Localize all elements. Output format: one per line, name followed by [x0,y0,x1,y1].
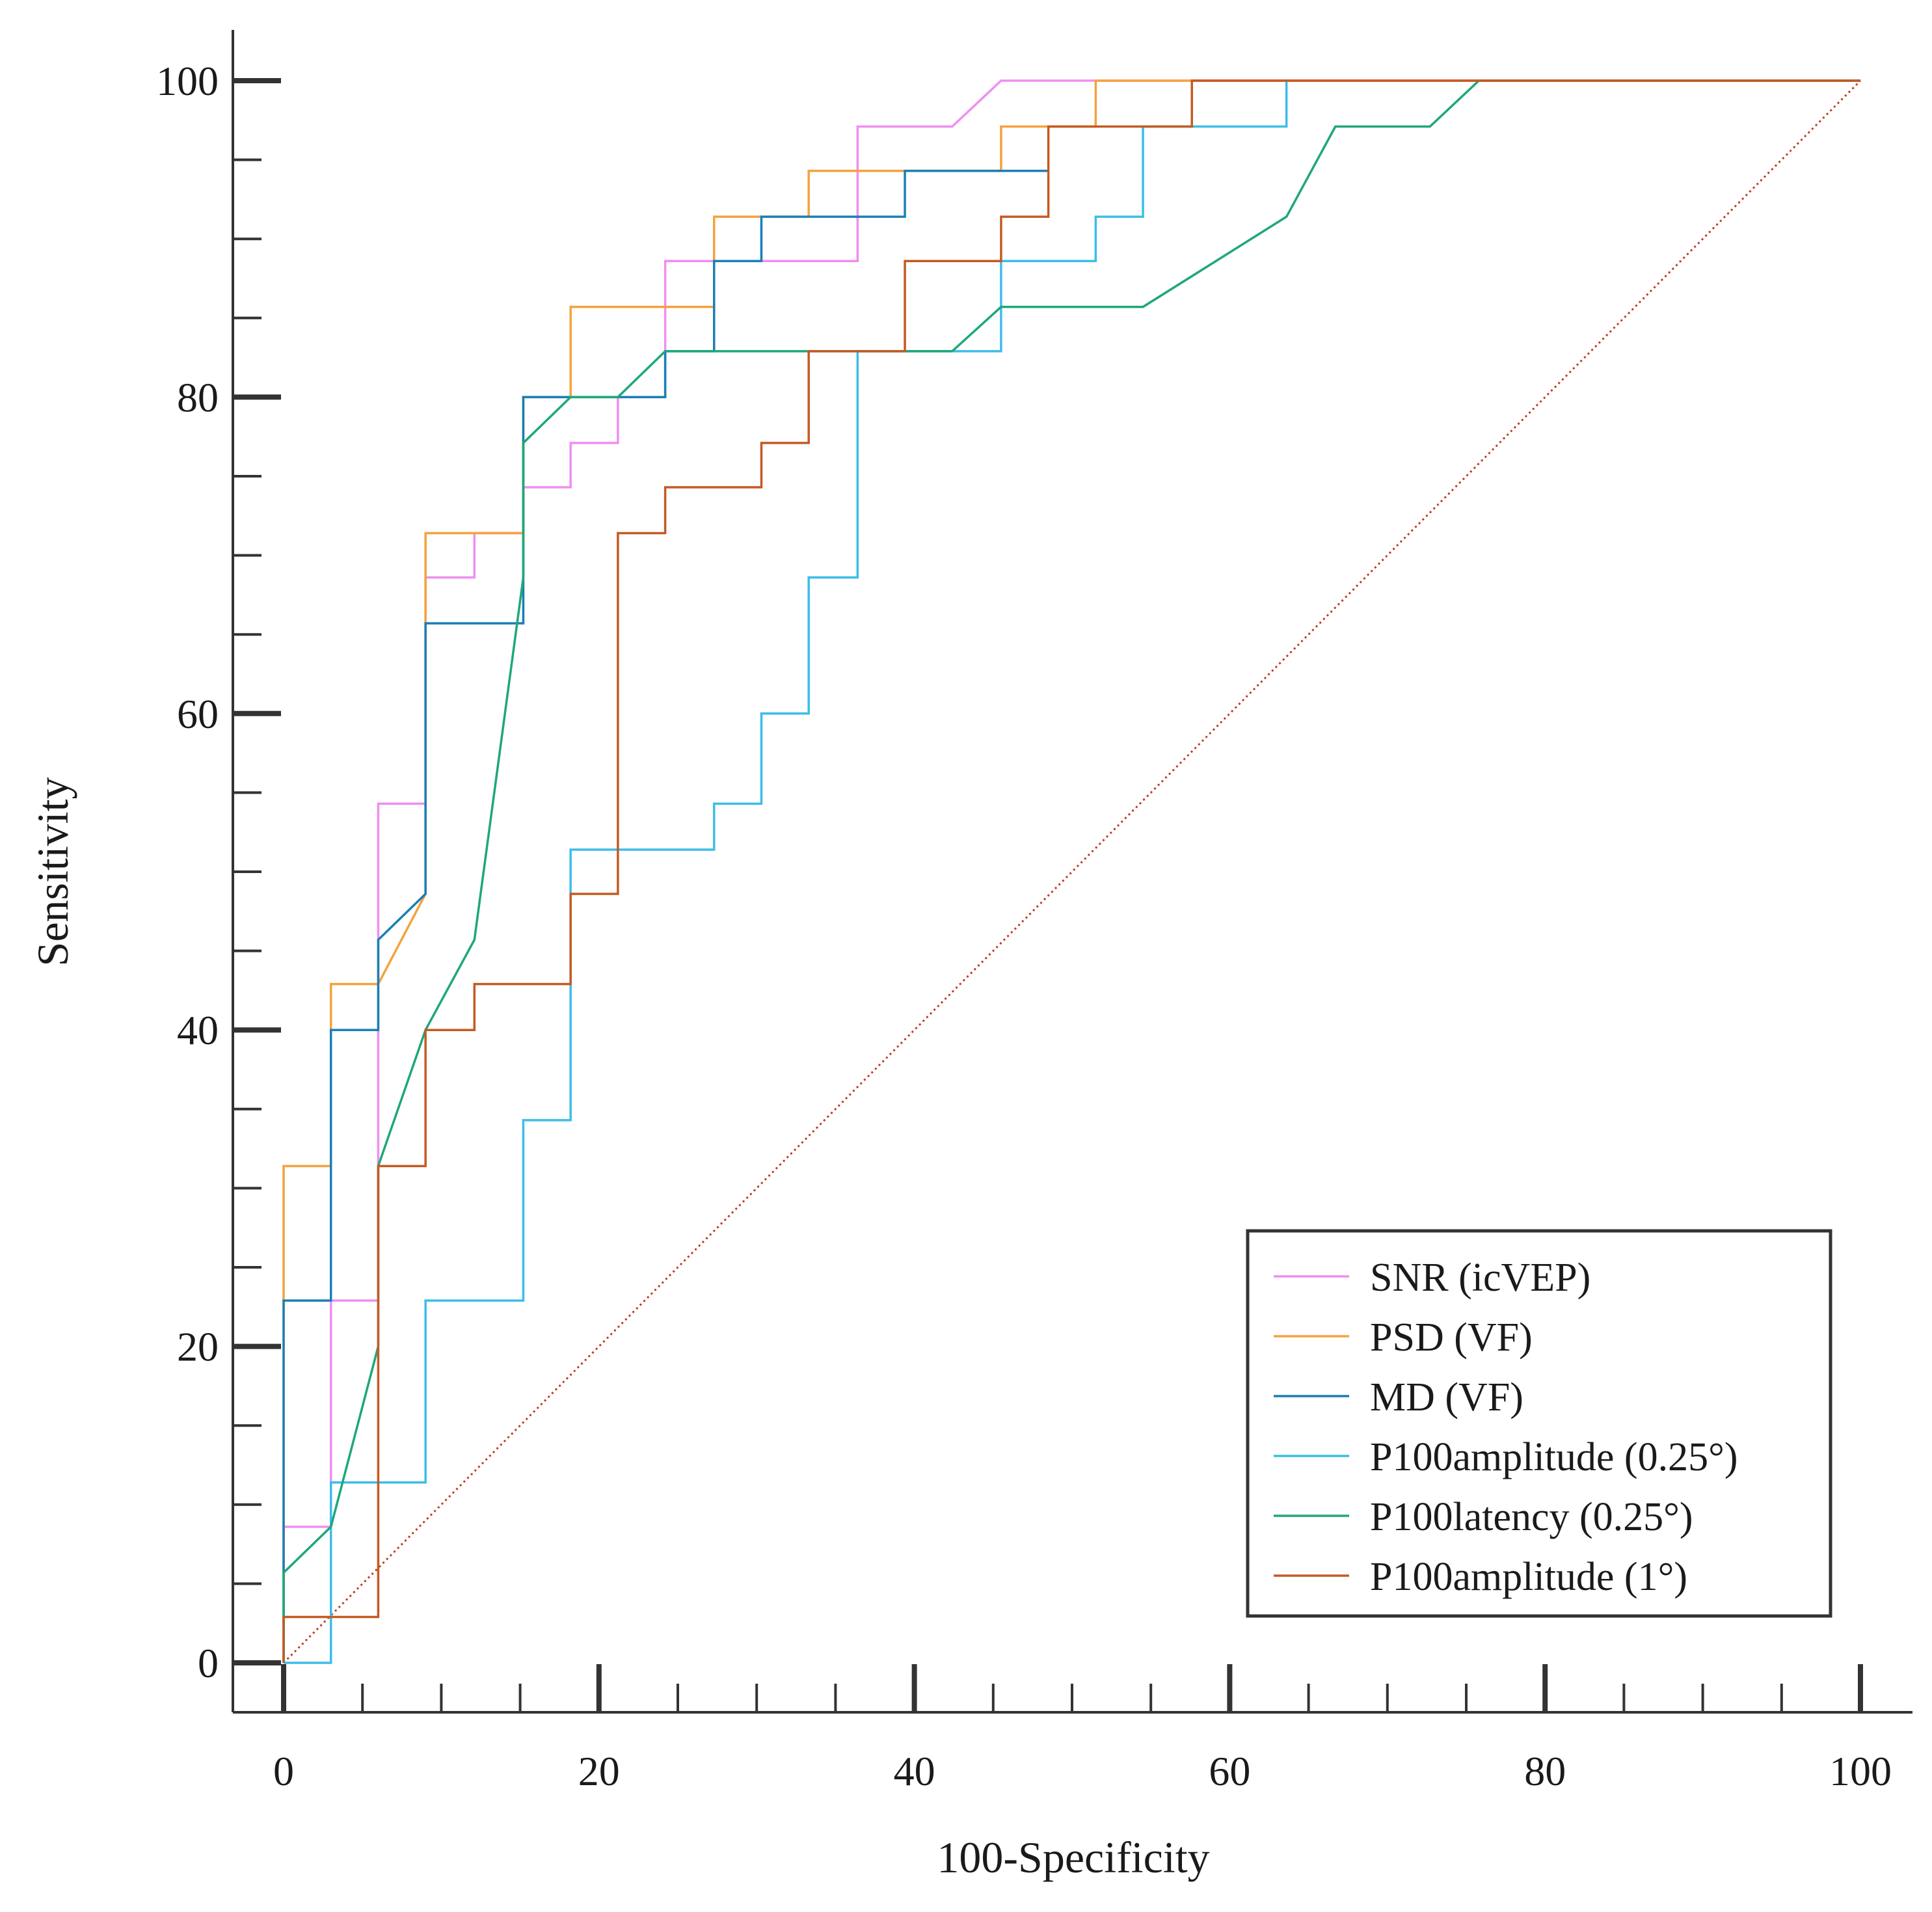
x-axis-title: 100-Specificity [937,1833,1209,1882]
y-tick-label: 100 [156,58,219,104]
axes-group: 0 20 40 60 80 100 0 20 40 60 80 100 [156,30,1912,1794]
y-axis-title: Sensitivity [28,777,77,967]
y-tick-label: 0 [198,1640,219,1686]
y-tick-label: 60 [177,691,219,737]
series-group [282,79,1860,1664]
series-line-4 [284,81,1288,1664]
x-tick-label: 40 [894,1748,935,1794]
y-tick-label: 20 [177,1324,219,1370]
legend-label-6: P100amplitude (1°) [1370,1555,1687,1599]
legend-label-1: SNR (icVEP) [1370,1256,1590,1300]
x-tick-label: 80 [1524,1748,1566,1794]
legend-group: SNR (icVEP) PSD (VF) MD (VF) P100amplitude … [1246,1229,1832,1618]
x-tick-label: 20 [578,1748,620,1794]
x-tick-label: 0 [273,1748,294,1794]
legend-box [1246,1229,1832,1618]
legend-label-5: P100latency (0.25°) [1370,1495,1693,1539]
y-tick-label: 40 [177,1007,219,1053]
legend-label-3: MD (VF) [1370,1375,1523,1420]
series-line-3 [282,169,1049,1663]
legend-label-2: PSD (VF) [1370,1315,1533,1360]
y-tick-label: 80 [177,374,219,420]
legend-label-4: P100amplitude (0.25°) [1370,1435,1738,1479]
x-tick-label: 60 [1209,1748,1250,1794]
x-tick-label: 100 [1829,1748,1892,1794]
series-line-6 [282,79,1860,1663]
series-line-2 [282,79,1860,1663]
